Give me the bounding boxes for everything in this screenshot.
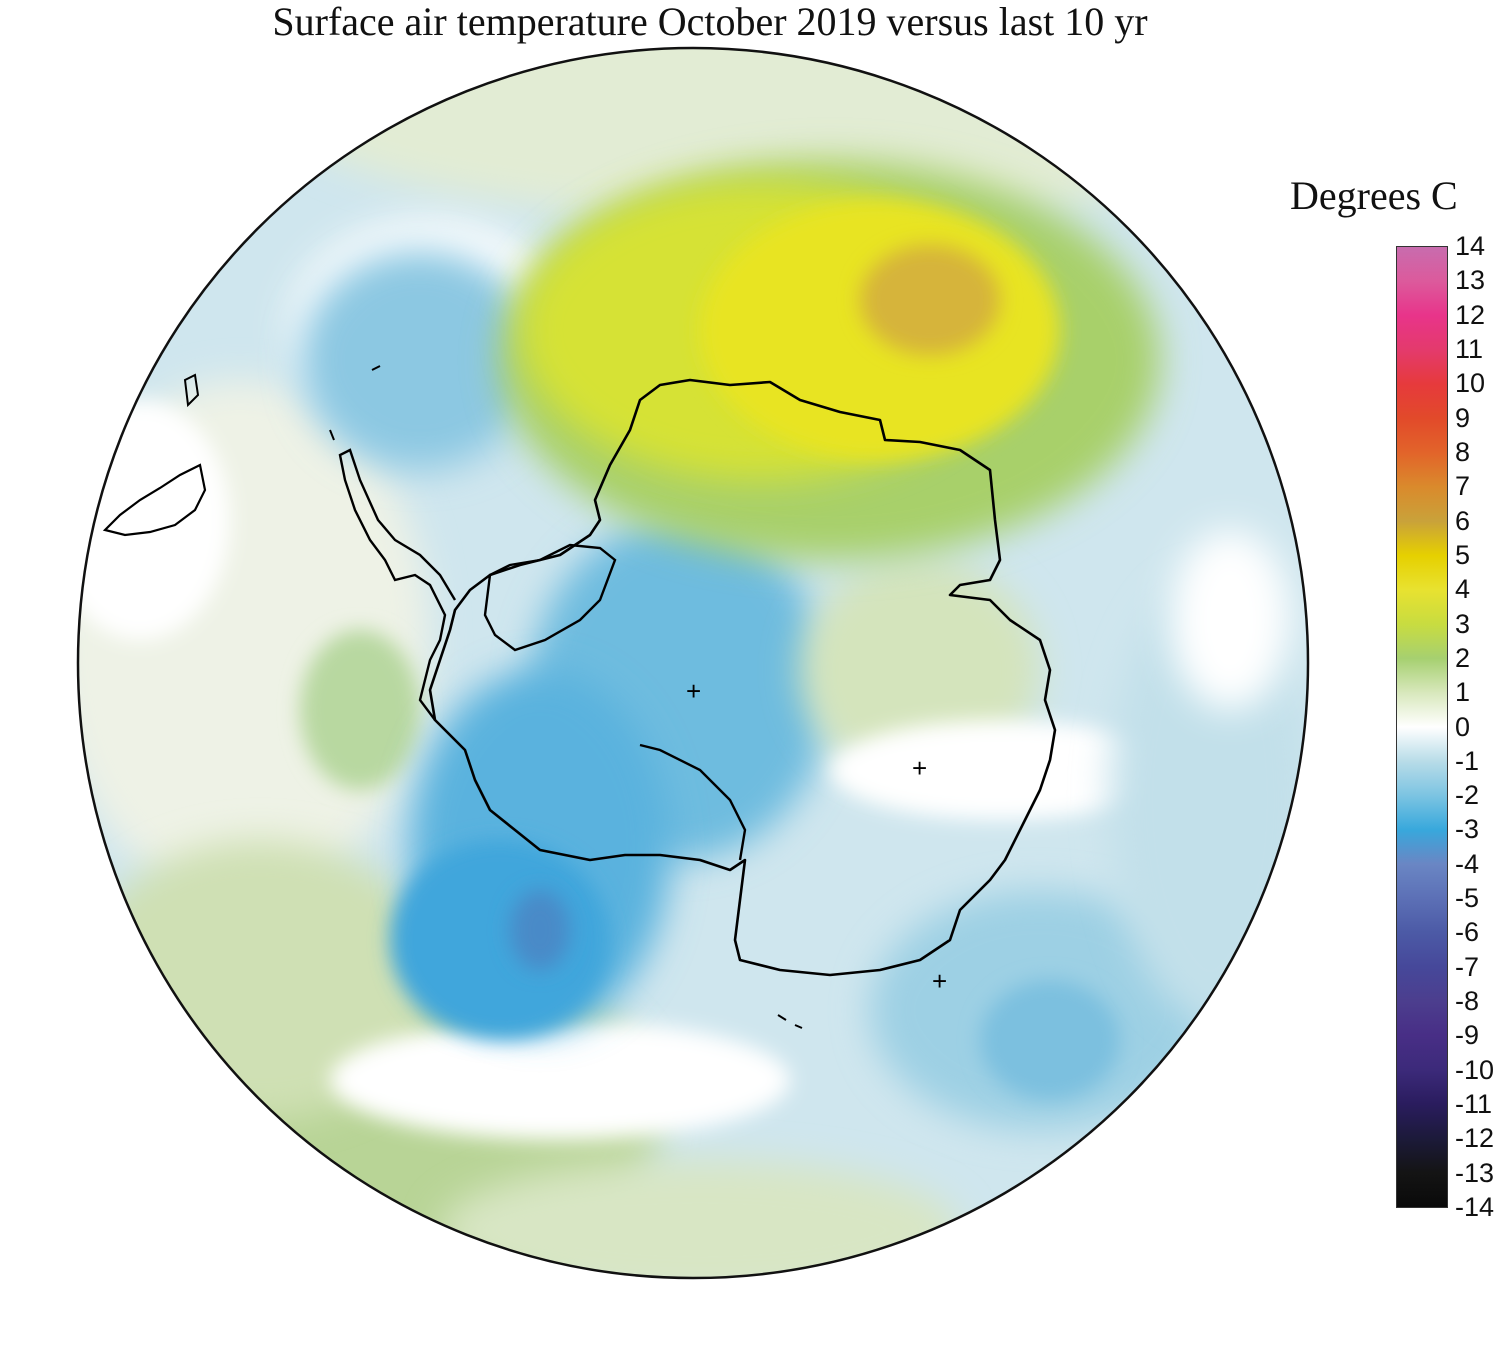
colorbar-tick-label: -3 — [1455, 814, 1480, 845]
colorbar-ticks: 14 13 12 11 10 9 8 7 6 5 4 3 2 1 0 -1 -2 -3 -4 -5 -6 -7 -8 -9 -1… — [1455, 232, 1500, 1230]
colorbar-tick-label: 9 — [1455, 402, 1471, 433]
colorbar-tick-label: -5 — [1455, 883, 1480, 914]
colorbar-tick-label: 4 — [1455, 574, 1471, 605]
anomaly-region — [78, 400, 230, 640]
colorbar-tick-label: -4 — [1455, 848, 1480, 879]
marker-plus: + — [686, 676, 701, 706]
colorbar-tick-label: 14 — [1455, 231, 1486, 261]
colorbar-tick-label: -14 — [1455, 1192, 1495, 1222]
antarctic-peninsula — [338, 448, 457, 721]
marker-plus: + — [932, 966, 947, 996]
anomaly-region — [830, 720, 1170, 820]
south-america-coast — [102, 463, 207, 537]
colorbar-tick-label: 2 — [1455, 642, 1471, 673]
colorbar-tick-label: -8 — [1455, 986, 1480, 1017]
colorbar-tick-label: -9 — [1455, 1020, 1480, 1051]
colorbar-tick-label: -12 — [1455, 1123, 1495, 1154]
map-boundary — [76, 46, 1310, 1280]
anomaly-region — [1170, 530, 1290, 710]
colorbar-tick-label: 5 — [1455, 539, 1471, 570]
colorbar-tick-label: -1 — [1455, 745, 1480, 776]
marker-plus: + — [912, 753, 927, 783]
colorbar-tick-label: 0 — [1455, 711, 1471, 742]
weddell-coast — [483, 543, 617, 652]
colorbar-tick-label: 10 — [1455, 368, 1486, 399]
anomaly-region — [860, 245, 1000, 355]
colorbar-tick-label: -2 — [1455, 780, 1480, 811]
anomaly-region — [300, 630, 420, 790]
colorbar-tick-label: -13 — [1455, 1157, 1495, 1188]
anomaly-region — [980, 980, 1120, 1100]
anomaly-region — [300, 250, 540, 470]
colorbar-tick-label: 1 — [1455, 677, 1471, 708]
legend-title: Degrees C — [1290, 173, 1458, 218]
islands — [183, 365, 803, 1029]
colorbar-tick-label: 12 — [1455, 299, 1486, 330]
colorbar-tick-label: -6 — [1455, 917, 1480, 948]
colorbar — [1396, 246, 1448, 1208]
anomaly-region — [390, 840, 610, 1040]
colorbar-tick-label: 8 — [1455, 436, 1471, 467]
anomaly-field — [78, 48, 1308, 1278]
colorbar-tick-label: -7 — [1455, 951, 1480, 982]
colorbar-tick-label: 13 — [1455, 265, 1486, 296]
colorbar-tick-label: -10 — [1455, 1054, 1495, 1085]
colorbar-tick-label: 7 — [1455, 471, 1471, 502]
colorbar-tick-label: 6 — [1455, 505, 1471, 536]
anomaly-region — [510, 890, 570, 970]
ice-shelf-edge — [639, 743, 747, 861]
chart-title: Surface air temperature October 2019 ver… — [272, 0, 1148, 44]
anomaly-region — [330, 1020, 790, 1140]
antarctica-coastline — [428, 378, 1057, 977]
colorbar-tick-label: -11 — [1455, 1089, 1493, 1120]
colorbar-tick-label: 11 — [1455, 333, 1484, 364]
colorbar-tick-label: 3 — [1455, 608, 1471, 639]
